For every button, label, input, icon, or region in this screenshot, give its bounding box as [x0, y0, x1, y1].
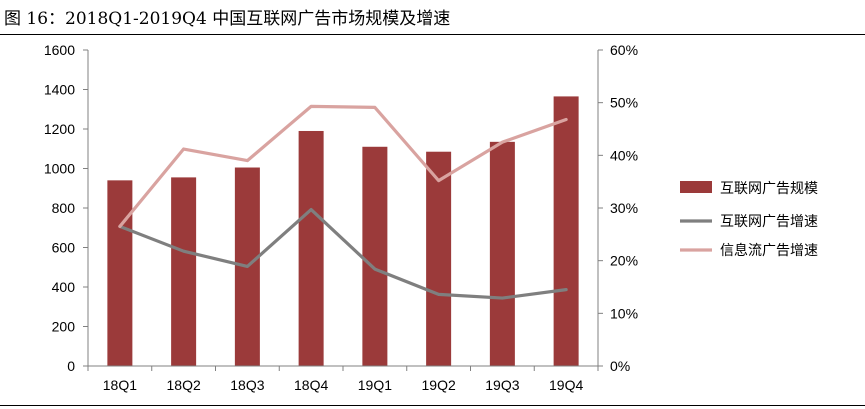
- right-tick-label: 60%: [610, 42, 638, 58]
- x-tick-label: 18Q3: [230, 377, 264, 393]
- bar-18Q1: [107, 180, 133, 366]
- series-line-1: [118, 207, 568, 300]
- x-tick-label: 19Q3: [485, 377, 519, 393]
- bar-18Q4: [298, 130, 324, 366]
- bar-19Q2: [426, 151, 452, 366]
- line-series: [118, 104, 568, 300]
- caption-rule: [0, 34, 865, 35]
- x-tick-label: 19Q2: [422, 377, 456, 393]
- right-tick-label: 50%: [610, 95, 638, 111]
- bar-19Q1: [362, 146, 388, 366]
- left-tick-label: 1400: [44, 82, 75, 98]
- left-tick-label: 1000: [44, 161, 75, 177]
- axes: 0 200 400 600 800 1000 1200 1400 1600 0% 10% 20% 30%…: [44, 42, 638, 393]
- right-tick-label: 10%: [610, 305, 638, 321]
- bar-19Q3: [489, 141, 515, 366]
- x-tick-label: 18Q4: [294, 377, 328, 393]
- left-tick-label: 400: [52, 279, 76, 295]
- x-tick-label: 18Q1: [103, 377, 137, 393]
- bar-series: [107, 96, 579, 366]
- series-line-2: [118, 104, 568, 229]
- left-tick-label: 800: [52, 200, 76, 216]
- left-tick-label: 0: [67, 358, 75, 374]
- legend-swatch-bar: [680, 181, 712, 193]
- bar-19Q4: [553, 96, 579, 366]
- footer-rule: [0, 405, 865, 406]
- left-tick-label: 200: [52, 319, 76, 335]
- legend-label: 互联网广告规模: [720, 181, 818, 197]
- x-tick-label: 19Q1: [358, 377, 392, 393]
- left-tick-label: 1200: [44, 121, 75, 137]
- x-tick-label: 19Q4: [549, 377, 583, 393]
- legend-label: 互联网广告增速: [720, 214, 818, 230]
- legend-label: 信息流广告增速: [720, 242, 818, 259]
- bar-18Q2: [171, 177, 197, 366]
- right-tick-label: 0%: [610, 358, 630, 374]
- right-tick-label: 20%: [610, 253, 638, 269]
- right-tick-label: 40%: [610, 147, 638, 163]
- left-tick-label: 600: [52, 240, 76, 256]
- figure-caption: 图 16：2018Q1-2019Q4 中国互联网广告市场规模及增速: [4, 9, 451, 29]
- x-tick-label: 18Q2: [167, 377, 201, 393]
- left-tick-label: 1600: [44, 42, 75, 58]
- right-tick-label: 30%: [610, 200, 638, 216]
